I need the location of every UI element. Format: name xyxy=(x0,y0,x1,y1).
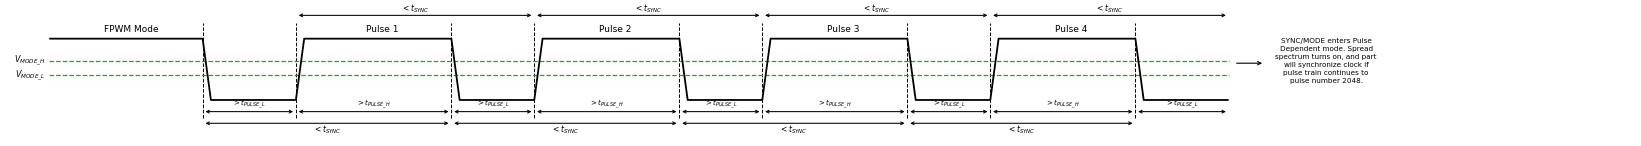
Text: Pulse 1: Pulse 1 xyxy=(366,25,399,34)
Text: Pulse 3: Pulse 3 xyxy=(827,25,860,34)
Text: $< t_{SYNC}$: $< t_{SYNC}$ xyxy=(1008,124,1035,136)
Text: FPWM Mode: FPWM Mode xyxy=(103,25,159,34)
Text: $< t_{SYNC}$: $< t_{SYNC}$ xyxy=(551,124,579,136)
Text: $< t_{SYNC}$: $< t_{SYNC}$ xyxy=(313,124,341,136)
Text: $> t_{PULSE\_H}$: $> t_{PULSE\_H}$ xyxy=(356,98,391,112)
Text: $V_{MODE\_H}$: $V_{MODE\_H}$ xyxy=(13,53,44,68)
Text: $> t_{PULSE\_L}$: $> t_{PULSE\_L}$ xyxy=(932,98,965,112)
Text: $> t_{PULSE\_L}$: $> t_{PULSE\_L}$ xyxy=(233,98,266,112)
Text: $> t_{PULSE\_L}$: $> t_{PULSE\_L}$ xyxy=(476,98,510,112)
Text: $> t_{PULSE\_H}$: $> t_{PULSE\_H}$ xyxy=(817,98,852,112)
Text: $< t_{SYNC}$: $< t_{SYNC}$ xyxy=(400,2,430,15)
Text: Pulse 2: Pulse 2 xyxy=(599,25,632,34)
Text: $> t_{PULSE\_H}$: $> t_{PULSE\_H}$ xyxy=(589,98,624,112)
Text: $< t_{SYNC}$: $< t_{SYNC}$ xyxy=(779,124,807,136)
Text: $< t_{SYNC}$: $< t_{SYNC}$ xyxy=(633,2,663,15)
Text: $> t_{PULSE\_L}$: $> t_{PULSE\_L}$ xyxy=(704,98,738,112)
Text: $< t_{SYNC}$: $< t_{SYNC}$ xyxy=(1095,2,1124,15)
Text: $V_{MODE\_L}$: $V_{MODE\_L}$ xyxy=(15,68,44,83)
Text: $> t_{PULSE\_L}$: $> t_{PULSE\_L}$ xyxy=(1165,98,1200,112)
Text: SYNC/MODE enters Pulse
Dependent mode. Spread
spectrum turns on, and part
will s: SYNC/MODE enters Pulse Dependent mode. S… xyxy=(1275,38,1377,84)
Text: $< t_{SYNC}$: $< t_{SYNC}$ xyxy=(862,2,891,15)
Text: $> t_{PULSE\_H}$: $> t_{PULSE\_H}$ xyxy=(1045,98,1080,112)
Text: Pulse 4: Pulse 4 xyxy=(1055,25,1088,34)
